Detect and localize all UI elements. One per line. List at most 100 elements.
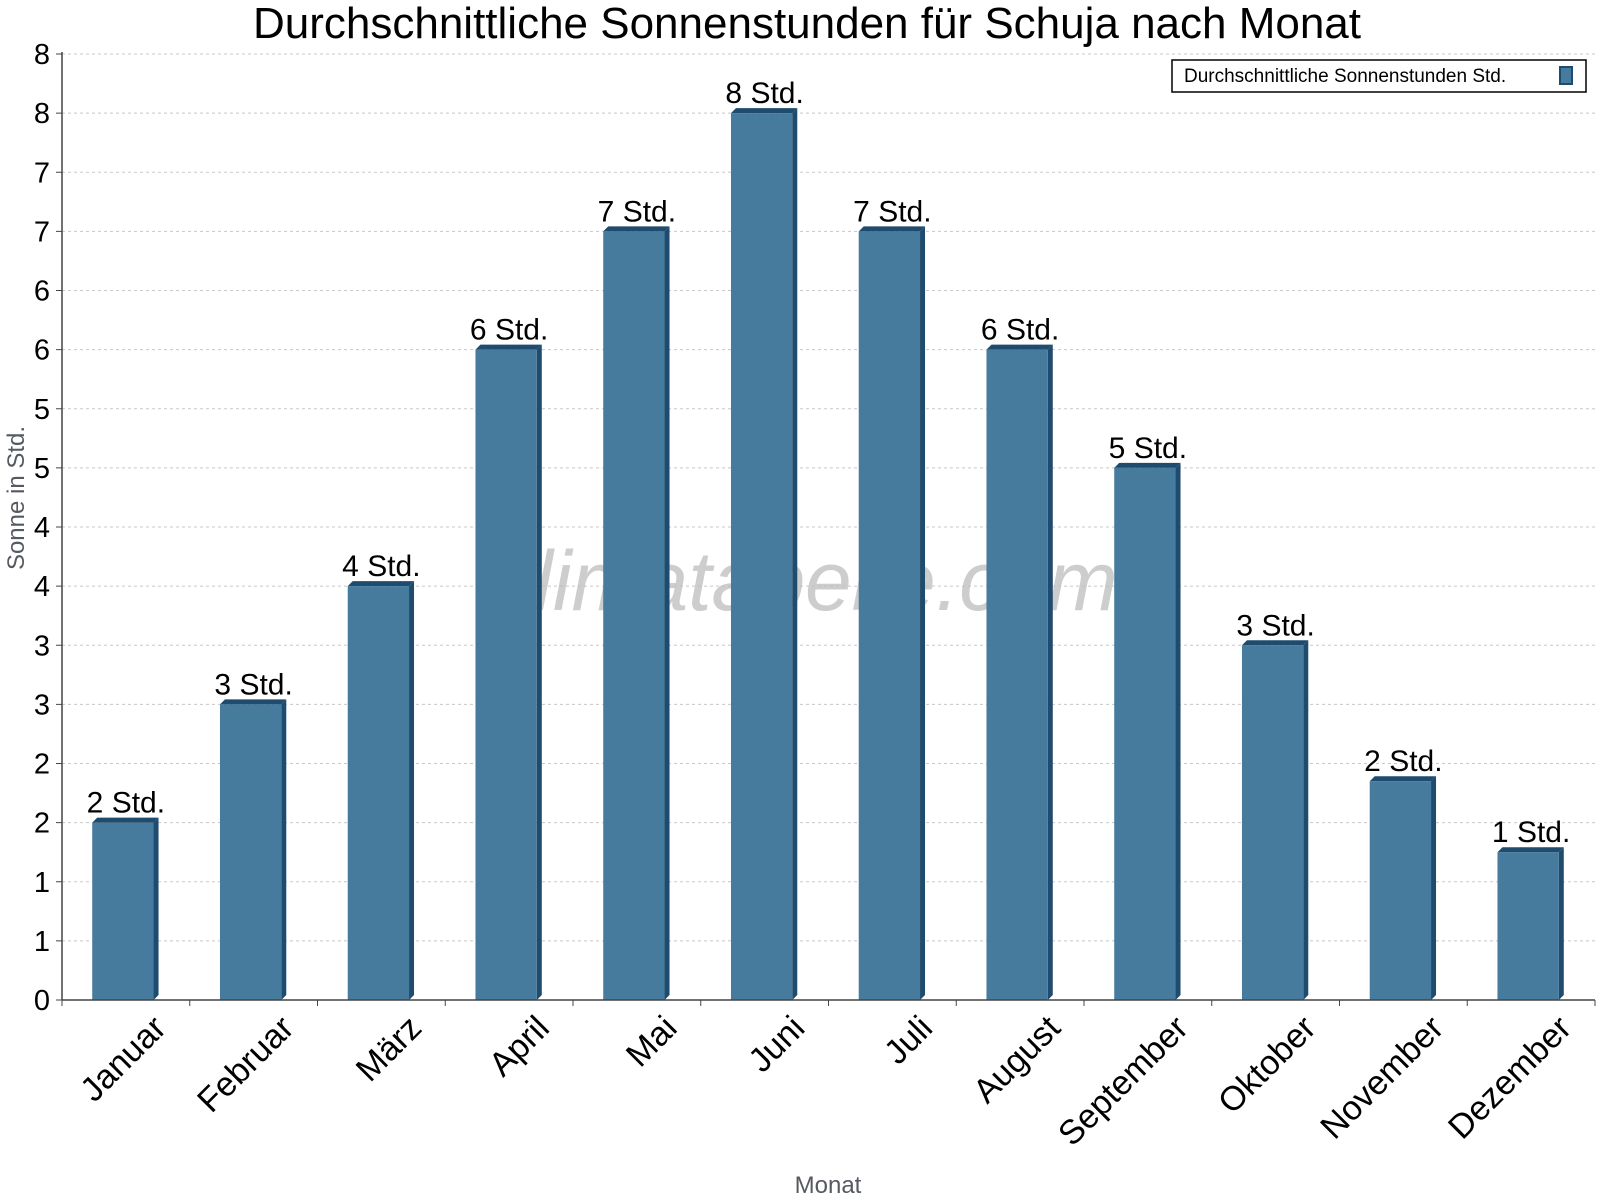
y-tick-label: 7	[34, 157, 50, 189]
x-tick-label: August	[966, 1008, 1068, 1110]
bar-april	[475, 344, 542, 1000]
bar-side	[1558, 847, 1564, 1000]
y-tick-label: 6	[34, 276, 50, 308]
bar-face	[1369, 781, 1432, 1000]
y-axis-label: Sonne in Std.	[3, 426, 30, 570]
y-tick-label: 2	[34, 749, 50, 781]
bar-side	[792, 108, 798, 1000]
x-tick-label: Juni	[741, 1009, 812, 1080]
y-tick-label: 5	[34, 394, 50, 426]
x-tick-label: Oktober	[1211, 1009, 1323, 1121]
bar-value-label: 2 Std.	[1364, 745, 1442, 778]
bars: 2 Std. 3 Std. 4 Std. 6 Std. 7 Std. 8 Std. 7 St…	[87, 77, 1570, 1000]
x-tick-label: März	[349, 1009, 429, 1089]
legend-label: Durchschnittliche Sonnenstunden Std.	[1184, 66, 1506, 87]
y-axis-ticks: 0 1 1 2 2 3 3 4 4 5 5 6 6 7 7 8 8	[34, 39, 62, 1017]
bar-side	[664, 226, 670, 1000]
bar-märz	[347, 581, 415, 1000]
bar-side	[1431, 776, 1437, 1000]
bar-side	[536, 344, 542, 1000]
bar-value-label: 3 Std.	[214, 668, 292, 701]
y-tick-label: 4	[34, 512, 50, 544]
bar-face	[347, 586, 410, 1000]
bar-august	[986, 344, 1053, 1000]
bar-value-label: 6 Std.	[981, 314, 1059, 347]
y-tick-label: 8	[34, 39, 50, 71]
x-axis-label: Monat	[795, 1172, 862, 1199]
bar-side	[153, 817, 159, 1000]
x-tick-label: April	[482, 1009, 557, 1084]
bar-face	[603, 231, 665, 1000]
bar-value-label: 3 Std.	[1236, 609, 1314, 642]
x-tick-label: Mai	[619, 1009, 685, 1075]
bar-top	[1114, 462, 1181, 468]
bar-face	[219, 704, 282, 1000]
bar-top	[475, 344, 542, 350]
bar-value-label: 6 Std.	[470, 314, 548, 347]
bar-face	[475, 349, 537, 1000]
bar-side	[1175, 462, 1181, 1000]
x-tick-label: Dezember	[1441, 1009, 1579, 1147]
bar-top	[92, 817, 159, 823]
y-tick-label: 3	[34, 630, 50, 662]
x-tick-label: Februar	[190, 1009, 301, 1120]
bar-face	[986, 349, 1048, 1000]
y-tick-label: 6	[34, 335, 50, 367]
bar-top	[347, 581, 415, 587]
bar-side	[920, 226, 926, 1000]
bar-top	[219, 699, 287, 705]
bar-value-label: 8 Std.	[725, 77, 803, 110]
axes	[61, 52, 1595, 1001]
y-tick-label: 5	[34, 453, 50, 485]
bar-side	[409, 581, 415, 1000]
legend-swatch	[1559, 66, 1573, 85]
bar-face	[730, 113, 793, 1000]
bar-side	[1303, 640, 1309, 1000]
bar-value-label: 2 Std.	[87, 787, 165, 820]
bar-top	[603, 226, 670, 232]
y-tick-label: 7	[34, 216, 50, 248]
bar-top	[1497, 847, 1564, 853]
bar-november	[1369, 776, 1437, 1000]
bar-face	[1241, 645, 1304, 1000]
legend: Durchschnittliche Sonnenstunden Std.	[1171, 59, 1587, 93]
y-tick-label: 0	[34, 985, 50, 1017]
bar-top	[1369, 776, 1437, 782]
bar-januar	[92, 817, 159, 1000]
x-tick-label: Januar	[73, 1009, 173, 1109]
y-tick-label: 2	[34, 808, 50, 840]
bar-september	[1114, 462, 1181, 1000]
bar-februar	[219, 699, 287, 1000]
x-tick-label: November	[1313, 1009, 1451, 1147]
bar-mai	[603, 226, 670, 1000]
bar-juli	[858, 226, 926, 1000]
legend-box	[1171, 59, 1587, 93]
bar-oktober	[1241, 640, 1309, 1000]
y-tick-label: 3	[34, 689, 50, 721]
bar-top	[858, 226, 926, 232]
bar-side	[281, 699, 287, 1000]
bar-value-label: 5 Std.	[1109, 432, 1187, 465]
bar-value-label: 4 Std.	[342, 550, 420, 583]
y-tick-label: 4	[34, 571, 50, 603]
bar-face	[858, 231, 921, 1000]
bar-value-label: 7 Std.	[853, 195, 931, 228]
bar-juni	[730, 108, 798, 1000]
x-axis-ticks: Januar Februar März April Mai Juni Juli AugustS…	[61, 1000, 1596, 1153]
x-tick-label: September	[1051, 1009, 1195, 1153]
bar-face	[92, 822, 154, 1000]
y-tick-label: 1	[34, 926, 50, 958]
bar-dezember	[1497, 847, 1564, 1000]
bar-top	[986, 344, 1053, 350]
bar-side	[1047, 344, 1053, 1000]
bar-value-label: 1 Std.	[1492, 816, 1570, 849]
bar-face	[1497, 852, 1559, 1000]
bar-face	[1114, 467, 1176, 1000]
grid-lines	[62, 53, 1595, 942]
bar-value-label: 7 Std.	[598, 195, 676, 228]
chart-title: Durchschnittliche Sonnenstunden für Schu…	[253, 0, 1361, 48]
bar-top	[730, 108, 798, 114]
x-tick-label: Juli	[877, 1009, 940, 1072]
bar-top	[1241, 640, 1309, 646]
